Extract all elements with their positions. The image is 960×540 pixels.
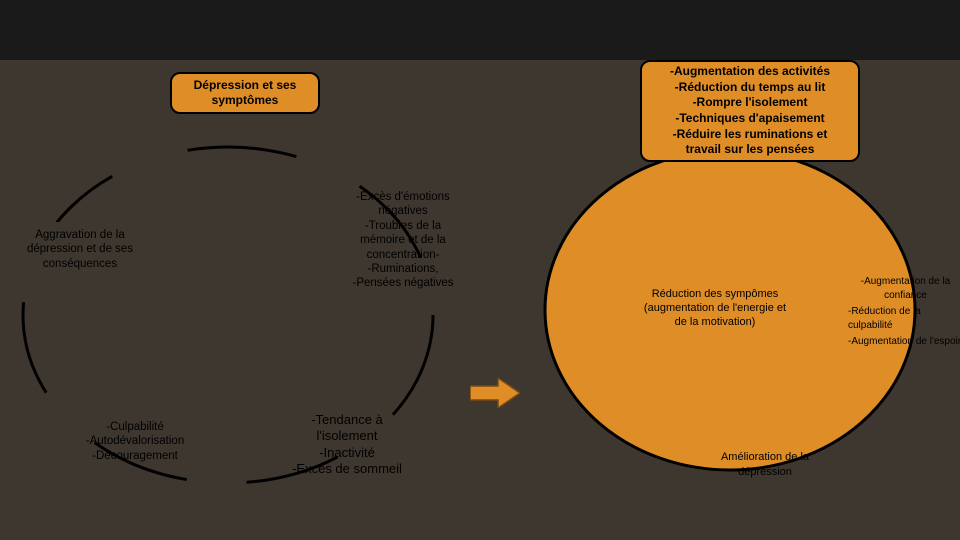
- text: de la motivation): [620, 316, 810, 330]
- text: -Culpabilité: [106, 420, 164, 434]
- text: Réduction des sympômes: [620, 288, 810, 302]
- text: conséquences: [43, 257, 117, 271]
- text: (augmentation de l'energie et: [620, 302, 810, 316]
- text: l'isolement: [316, 428, 377, 444]
- node-reduction-symptoms: Réduction des sympômes (augmentation de …: [620, 288, 810, 329]
- text: symptômes: [212, 93, 279, 108]
- text: concentration-: [367, 248, 440, 262]
- text: mémoire et de la: [360, 233, 446, 247]
- text: -Ruminations,: [368, 262, 439, 276]
- text: -Réduction du temps au lit: [675, 80, 826, 96]
- text: travail sur les pensées: [686, 142, 815, 158]
- text: -Tendance à: [311, 412, 383, 428]
- text: -Excès d'émotions: [356, 190, 450, 204]
- text: -Augmentation de la: [848, 275, 960, 289]
- node-improvement: Amélioration de la dépression: [700, 450, 830, 480]
- top-band: [0, 0, 960, 60]
- text: -Techniques d'apaisement: [675, 111, 824, 127]
- text: -Augmentation de l'espoir: [848, 335, 960, 349]
- node-depression-symptoms: Dépression et ses symptômes: [170, 72, 320, 114]
- text: -Excès de sommeil: [292, 461, 402, 477]
- text: -Rompre l'isolement: [693, 95, 808, 111]
- text: -Troubles de la: [365, 219, 441, 233]
- text: Amélioration de la: [700, 450, 830, 465]
- text: confiance: [848, 289, 960, 303]
- text: -Pensées négatives: [352, 276, 453, 290]
- node-aggravation: Aggravation de la dépression et de ses c…: [10, 222, 150, 277]
- text: dépression: [700, 465, 830, 480]
- text: Dépression et ses: [194, 78, 297, 93]
- node-isolation-list: -Tendance à l'isolement -Inactivité -Exc…: [272, 412, 422, 477]
- node-guilt-list: -Culpabilité -Autodévalorisation -Décour…: [65, 420, 205, 463]
- text: Aggravation de la: [35, 228, 125, 242]
- text: négatives: [378, 204, 427, 218]
- arrow-icon: [470, 378, 520, 408]
- text: -Autodévalorisation: [86, 434, 184, 448]
- text: -Inactivité: [319, 445, 375, 461]
- node-confidence-list: -Augmentation de la confiance -Réduction…: [848, 275, 960, 349]
- text: -Réduire les ruminations et: [673, 127, 828, 143]
- text: -Réduction de la culpabilité: [848, 305, 960, 332]
- node-interventions: -Augmentation des activités -Réduction d…: [640, 60, 860, 162]
- text: -Découragement: [92, 449, 178, 463]
- text: dépression et de ses: [27, 242, 133, 256]
- text: -Augmentation des activités: [670, 64, 830, 80]
- node-emotions-list: -Excès d'émotions négatives -Troubles de…: [318, 190, 488, 291]
